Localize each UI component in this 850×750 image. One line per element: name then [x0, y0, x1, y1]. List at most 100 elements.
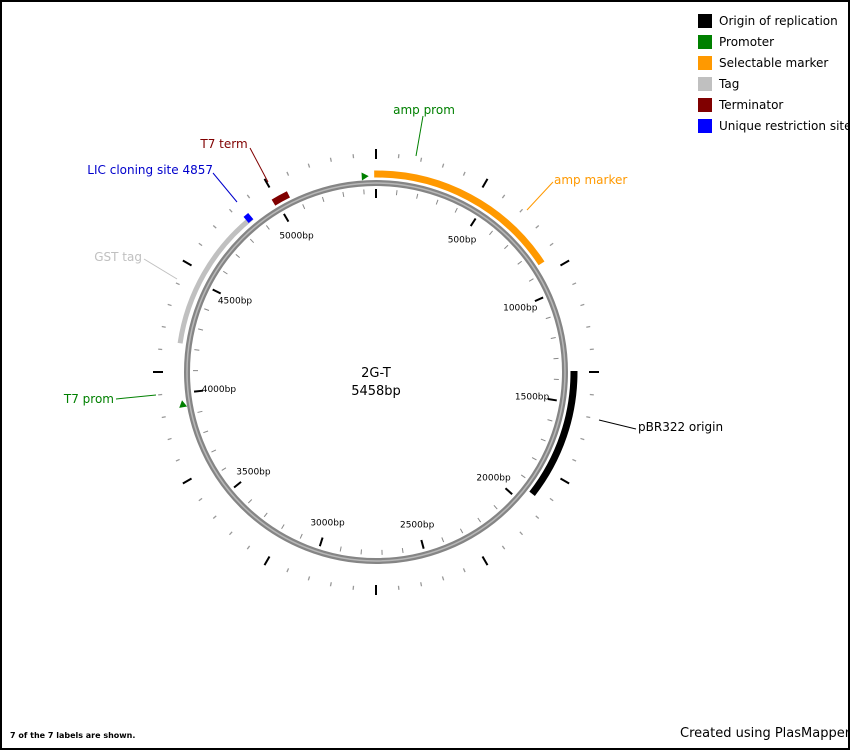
legend-swatch [698, 13, 712, 28]
outer-tick [212, 515, 217, 520]
outer-tick [586, 325, 591, 328]
feature-arc [271, 191, 290, 206]
inner-tick [454, 207, 458, 213]
tick-label: 4500bp [218, 297, 253, 307]
inner-tick [281, 524, 285, 530]
inner-tick [531, 457, 537, 461]
inner-tick [211, 449, 217, 453]
tick-labels: 500bp 1000bp 1500bp 2000bp 2500bp 3000bp 3500b… [202, 231, 550, 530]
outer-tick [182, 477, 193, 485]
feature-arc [529, 370, 578, 496]
outer-tick [329, 582, 332, 587]
outer-tick [307, 163, 311, 168]
feature-label: GST tag [94, 250, 142, 264]
legend-swatch [698, 97, 712, 112]
inner-tick [545, 316, 551, 320]
feature-label: T7 prom [63, 392, 114, 406]
legend: Origin of replication Promoter Selectabl… [698, 10, 850, 136]
outer-tick [198, 242, 203, 247]
feature-label: T7 term [199, 137, 247, 151]
outer-tick [246, 194, 251, 199]
inner-tick [204, 308, 210, 311]
outer-tick [286, 171, 290, 176]
legend-item-restriction-site: Unique restriction site [698, 115, 850, 136]
legend-item-origin: Origin of replication [698, 10, 850, 31]
inner-tick [321, 196, 325, 202]
label-leader-line [143, 258, 178, 280]
inner-tick [469, 217, 477, 227]
inner-tick [435, 199, 439, 205]
outer-tick [329, 157, 332, 162]
tick-label: 1500bp [515, 393, 550, 403]
inner-tick [263, 512, 268, 518]
legend-swatch [698, 55, 712, 70]
outer-tick [167, 437, 172, 441]
legend-label: Origin of replication [719, 13, 838, 28]
feature-label: pBR322 origin [638, 420, 723, 434]
inner-tick [401, 547, 404, 554]
label-leader-line [415, 115, 424, 157]
inner-tick [547, 398, 557, 402]
inner-tick [339, 546, 342, 552]
tick-label: 500bp [448, 235, 477, 245]
inner-tick [212, 288, 222, 295]
outer-tick [572, 458, 577, 462]
label-leader-line [249, 147, 269, 183]
outer-tick [307, 576, 311, 581]
outer-tick [441, 163, 445, 168]
inner-tick [441, 537, 445, 543]
outer-tick [481, 178, 489, 189]
outer-tick [246, 545, 251, 550]
inner-tick [203, 430, 209, 434]
inner-tick [540, 438, 546, 442]
tick-label: 3500bp [236, 468, 271, 478]
outer-tick [481, 555, 489, 566]
outer-tick [580, 303, 585, 307]
inner-tick-marks [193, 189, 559, 555]
legend-swatch [698, 76, 712, 91]
feature-arcs [177, 170, 578, 496]
legend-label: Promoter [719, 34, 775, 49]
outer-tick [559, 477, 570, 485]
plasmid-backbone [184, 180, 568, 564]
legend-label: Terminator [719, 97, 784, 112]
labels-shown-note: 7 of the 7 labels are shown. [10, 731, 136, 740]
inner-tick [318, 537, 324, 547]
inner-tick [547, 419, 553, 422]
outer-tick [286, 568, 290, 573]
inner-tick [534, 296, 544, 303]
inner-tick [520, 474, 526, 479]
outer-tick [580, 437, 585, 441]
outer-tick [263, 178, 271, 189]
outer-tick [167, 303, 172, 307]
promoter-arrow [361, 172, 369, 181]
outer-tick [586, 416, 591, 419]
feature-label: LIC cloning site 4857 [87, 163, 213, 177]
outer-tick [462, 171, 466, 176]
inner-tick [395, 190, 398, 196]
restriction-site-marker [243, 212, 254, 223]
inner-tick [493, 505, 498, 510]
inner-tick [477, 517, 482, 523]
label-leader-lines [115, 115, 637, 430]
promoter-arrow [179, 400, 188, 408]
label-leader-line [115, 394, 157, 400]
inner-tick [504, 487, 513, 495]
outer-tick [420, 157, 423, 162]
outer-tick [198, 497, 203, 502]
outer-tick [572, 282, 577, 286]
inner-tick [222, 270, 228, 275]
outer-tick [161, 325, 166, 328]
inner-tick [342, 191, 345, 198]
inner-tick [221, 467, 227, 471]
plasmid-name: 2G-T [361, 366, 391, 381]
outer-tick [441, 576, 445, 581]
outer-tick-marks [153, 149, 599, 595]
outer-tick [549, 242, 554, 247]
inner-tick [193, 389, 204, 393]
inner-tick [504, 244, 509, 250]
tick-label: 4000bp [202, 385, 237, 395]
inner-tick [302, 204, 306, 210]
